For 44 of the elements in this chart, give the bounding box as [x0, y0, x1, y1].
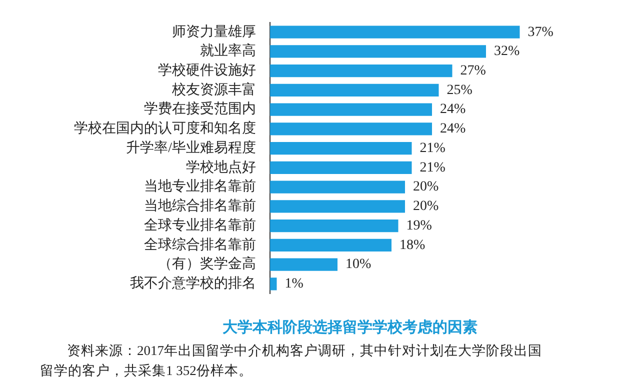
- y-tick-label: 就业率高: [200, 43, 256, 60]
- bar: [270, 26, 520, 38]
- y-tick-label: 学费在接受范围内: [144, 101, 256, 118]
- bar: [270, 142, 412, 155]
- data-label: 20%: [413, 180, 439, 195]
- y-tick-label: 当地专业排名靠前: [144, 178, 256, 195]
- y-tick-label: 学校硬件设施好: [158, 62, 256, 78]
- y-tick-label: 校友资源丰富: [171, 82, 256, 98]
- bar: [270, 103, 432, 116]
- data-label: 1%: [284, 276, 304, 292]
- data-label: 10%: [346, 257, 372, 272]
- data-label: 37%: [528, 24, 554, 40]
- bar: [270, 64, 452, 78]
- data-label: 32%: [494, 44, 520, 60]
- y-tick-label: 我不介意学校的排名: [130, 276, 256, 292]
- y-tick-label: （有）奖学金高: [158, 256, 256, 272]
- y-tick-label: 升学率/毕业难易程度: [126, 140, 256, 156]
- data-label: 20%: [413, 199, 439, 214]
- bar: [270, 238, 392, 252]
- bar: [270, 258, 338, 271]
- y-tick-label: 全球综合排名靠前: [144, 236, 256, 253]
- text: 大学本科阶段选择留学学校考虑的因素: [222, 318, 478, 337]
- data-label: 24%: [440, 122, 466, 137]
- data-label: 18%: [400, 238, 426, 253]
- text: 资料来源：2017年出国留学中介机构客户调研，其中针对计划在大学阶段出国留学的客户，共采集1 352份样本。: [40, 342, 543, 380]
- y-tick-label: 全球专业排名靠前: [144, 217, 256, 234]
- y-tick-label: 当地综合排名靠前: [144, 198, 256, 214]
- y-tick-label: 学校地点好: [186, 159, 256, 176]
- data-label: 19%: [406, 218, 432, 234]
- bar: [270, 45, 486, 58]
- data-label: 21%: [420, 140, 446, 156]
- bar: [270, 84, 439, 96]
- bar: [270, 220, 398, 232]
- bar: [270, 200, 405, 213]
- data-label: 27%: [460, 64, 486, 78]
- data-label: 25%: [446, 82, 473, 98]
- bar: [270, 180, 405, 194]
- y-tick-label: 师资力量雄厚: [172, 24, 256, 40]
- bar: [270, 278, 277, 290]
- data-label: 24%: [440, 102, 466, 118]
- bar: [270, 161, 412, 174]
- y-tick-label: 学校在国内的认可度和知名度: [74, 120, 256, 137]
- data-label: 21%: [420, 160, 446, 176]
- bar: [270, 122, 432, 136]
